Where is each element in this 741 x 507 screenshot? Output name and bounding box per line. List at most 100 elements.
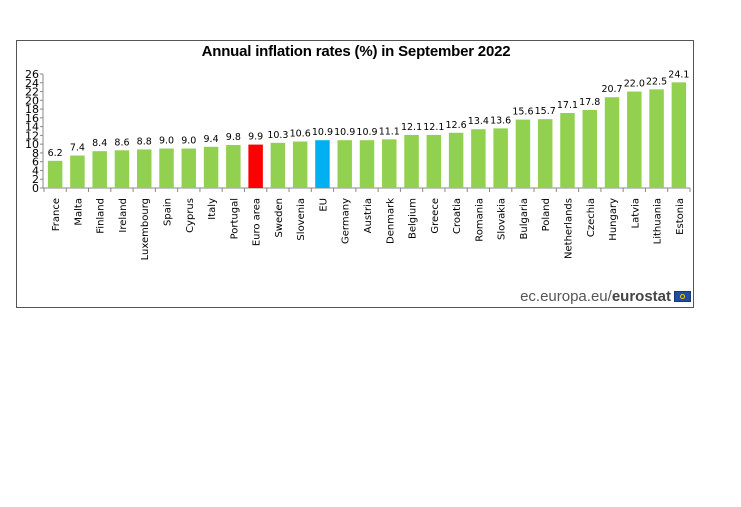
y-tick-label: 26 xyxy=(25,68,39,81)
data-label: 10.9 xyxy=(312,127,333,138)
x-tick-label: EU xyxy=(318,198,329,212)
data-label: 9.8 xyxy=(226,132,241,143)
x-tick-label: Greece xyxy=(430,198,441,234)
data-label: 12.1 xyxy=(423,122,444,133)
data-label: 12.6 xyxy=(446,120,467,131)
bar-france xyxy=(47,160,63,188)
data-label: 24.1 xyxy=(668,69,689,80)
data-label: 22.0 xyxy=(624,79,645,90)
x-tick-label: Hungary xyxy=(608,198,619,241)
bar-germany xyxy=(337,140,352,188)
x-tick-label: Finland xyxy=(96,198,107,234)
bar-slovenia xyxy=(292,141,308,188)
source-credit[interactable]: ec.europa.eu/eurostat xyxy=(520,288,671,305)
y-tick-label: 12 xyxy=(25,129,39,142)
data-label: 9.4 xyxy=(204,134,219,145)
x-tick-label: Cyprus xyxy=(185,198,196,233)
bar-croatia xyxy=(448,132,464,188)
bar-austria xyxy=(359,140,375,188)
bar-poland xyxy=(537,119,553,188)
data-label: 10.9 xyxy=(356,127,377,138)
bar-eu xyxy=(315,140,330,188)
x-tick-label: Bulgaria xyxy=(519,198,530,239)
chart-title: Annual inflation rates (%) in September … xyxy=(201,43,511,60)
chart-frame: Annual inflation rates (%) in September … xyxy=(16,40,694,308)
data-label: 10.9 xyxy=(334,127,355,138)
x-tick-label: Denmark xyxy=(385,198,396,244)
x-tick-label: Germany xyxy=(341,198,352,244)
y-tick-label: 22 xyxy=(25,86,39,99)
y-tick-label: 20 xyxy=(25,94,39,107)
x-tick-label: Portugal xyxy=(229,198,240,239)
x-tick-label: France xyxy=(51,198,62,231)
x-tick-label: Slovenia xyxy=(296,198,307,241)
y-tick-label: 0 xyxy=(32,182,39,195)
bar-ireland xyxy=(114,150,130,188)
bar-finland xyxy=(92,151,107,188)
source-brand: eurostat xyxy=(611,288,671,305)
data-label: 10.3 xyxy=(267,130,288,141)
x-tick-label: Belgium xyxy=(408,198,419,239)
bar-belgium xyxy=(404,134,419,188)
bar-italy xyxy=(203,146,219,188)
data-label: 6.2 xyxy=(48,148,63,159)
bar-greece xyxy=(426,134,442,188)
x-tick-label: Malta xyxy=(73,198,84,226)
bar-portugal xyxy=(226,145,241,188)
y-tick-label: 18 xyxy=(25,103,39,116)
x-tick-label: Austria xyxy=(363,198,374,233)
y-tick-label: 4 xyxy=(32,164,39,177)
x-tick-label: Euro area xyxy=(252,198,263,246)
data-label: 15.7 xyxy=(535,106,556,117)
x-tick-label: Netherlands xyxy=(563,198,574,259)
x-tick-label: Luxembourg xyxy=(140,198,151,260)
data-label: 9.9 xyxy=(248,132,263,143)
data-label: 8.8 xyxy=(137,136,152,147)
data-label: 13.6 xyxy=(490,115,511,126)
x-tick-label: Slovakia xyxy=(497,198,508,240)
eu-flag-icon xyxy=(674,291,691,302)
bar-latvia xyxy=(627,91,642,188)
y-tick-label: 8 xyxy=(32,147,39,160)
y-tick-label: 24 xyxy=(25,77,39,90)
data-label: 12.1 xyxy=(401,122,422,133)
data-label: 13.4 xyxy=(468,116,489,127)
y-tick-label: 14 xyxy=(25,121,39,134)
bar-slovakia xyxy=(493,128,508,188)
bar-czechia xyxy=(582,109,597,188)
x-tick-label: Latvia xyxy=(630,198,641,228)
x-tick-label: Italy xyxy=(207,198,218,220)
data-label: 15.6 xyxy=(512,107,533,118)
x-tick-label: Poland xyxy=(541,198,552,231)
x-tick-label: Czechia xyxy=(586,198,597,237)
x-tick-label: Croatia xyxy=(452,198,463,234)
data-label: 7.4 xyxy=(70,143,85,154)
data-label: 11.1 xyxy=(379,126,400,137)
bar-romania xyxy=(471,129,486,188)
bar-estonia xyxy=(671,82,687,188)
source-domain: ec.europa.eu/ xyxy=(520,288,612,305)
y-tick-label: 10 xyxy=(25,138,39,151)
data-label: 10.6 xyxy=(290,129,311,140)
bar-hungary xyxy=(604,97,620,188)
y-tick-label: 16 xyxy=(25,112,39,125)
x-tick-label: Spain xyxy=(163,198,174,226)
x-tick-label: Romania xyxy=(474,198,485,242)
bar-netherlands xyxy=(560,113,575,188)
bar-luxembourg xyxy=(137,149,152,188)
data-label: 8.6 xyxy=(114,137,129,148)
bar-lithuania xyxy=(649,89,664,188)
x-tick-label: Lithuania xyxy=(653,198,664,244)
x-tick-label: Sweden xyxy=(274,198,285,238)
bar-euro-area xyxy=(248,144,263,188)
data-label: 17.1 xyxy=(557,100,578,111)
data-label: 9.0 xyxy=(181,136,196,147)
data-label: 17.8 xyxy=(579,97,600,108)
bar-chart: 024681012141618202224266.2France7.4Malta… xyxy=(25,68,691,260)
bar-sweden xyxy=(270,142,286,188)
y-tick-label: 2 xyxy=(32,173,39,186)
x-tick-label: Estonia xyxy=(675,198,686,235)
data-label: 22.5 xyxy=(646,76,667,87)
data-label: 8.4 xyxy=(92,138,107,149)
y-tick-label: 6 xyxy=(32,156,39,169)
